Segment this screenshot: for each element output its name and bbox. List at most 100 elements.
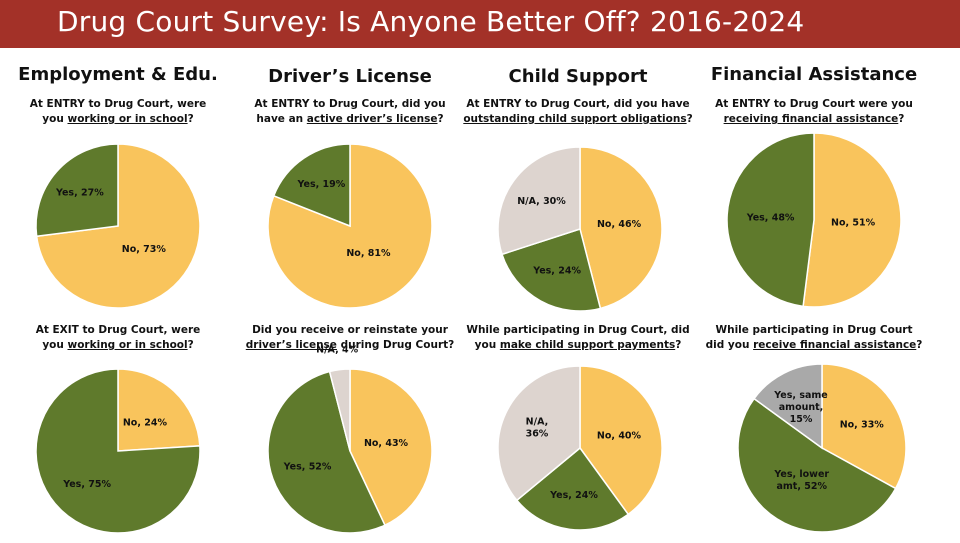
pie-6-slice-1: [579, 365, 663, 516]
pie-chart-8: No, 33% Yes, lower amt, 52% Yes, same amount…: [737, 363, 907, 533]
question-suffix: ?: [187, 339, 194, 351]
question-line-1: At EXIT to Drug Court, were: [35, 324, 201, 336]
question-line-1: At ENTRY to Drug Court were you: [715, 98, 913, 110]
slice-label-line: No, 73%: [122, 244, 167, 255]
pie-5-slice-label-1: No, 46%: [597, 219, 642, 230]
pie-chart-2: No, 24% Yes, 75%: [35, 368, 201, 534]
slice-label-line: amt, 52%: [776, 481, 827, 492]
question-prefix: have an: [256, 113, 307, 125]
question-line-1: While participating in Drug Court: [715, 324, 913, 336]
title-banner: Drug Court Survey: Is Anyone Better Off?…: [0, 0, 960, 48]
pie-4-slice-label-2: Yes, 52%: [283, 461, 332, 472]
pie-7-slice-label-2: Yes, 48%: [746, 212, 795, 223]
pie-chart-1: No, 73% Yes, 27%: [35, 143, 201, 309]
slice-label-line: amount,: [779, 402, 824, 413]
question-underlined-term: active driver’s license: [306, 113, 438, 125]
page-title: Drug Court Survey: Is Anyone Better Off?…: [57, 5, 805, 38]
pie-chart-4: No, 43% Yes, 52% N/A, 4%: [267, 344, 433, 534]
pie-6-question: While participating in Drug Court, did yo…: [466, 323, 689, 353]
question-underlined-term: working or in school: [67, 113, 188, 125]
question-suffix: ?: [898, 113, 905, 125]
question-line-2: driver’s license during Drug Court?: [246, 338, 454, 353]
question-line-1: At ENTRY to Drug Court, did you have: [466, 98, 690, 110]
slice-label-line: Yes, 24%: [532, 266, 581, 277]
slice-label-line: No, 33%: [840, 419, 885, 430]
pie-7-slice-1: [802, 132, 902, 308]
pie-2-slice-label-1: No, 24%: [123, 417, 168, 428]
pie-8-question: While participating in Drug Court did you…: [706, 323, 923, 353]
pie-chart-3: No, 81% Yes, 19%: [267, 143, 433, 309]
question-line-2: you working or in school?: [36, 338, 201, 353]
pie-5-slice-1: [579, 146, 663, 310]
question-underlined-term: working or in school: [67, 339, 188, 351]
pie-8-slice-label-2: Yes, lower amt, 52%: [773, 469, 829, 492]
slice-label-line: Yes, 75%: [62, 479, 111, 490]
pie-1-question: At ENTRY to Drug Court, were you working …: [30, 97, 206, 127]
pie-8-slice-1: [821, 363, 907, 490]
question-underlined-term: driver’s license: [245, 339, 337, 351]
question-underlined-term: make child support payments: [499, 339, 676, 351]
pie-8-slice-2: [737, 397, 897, 533]
slice-label-line: Yes, same: [773, 390, 827, 401]
pie-4-question: Did you receive or reinstate your driver’…: [246, 323, 454, 353]
pie-chart-6: No, 40% Yes, 24% N/A, 36%: [497, 365, 663, 531]
pie-5-question: At ENTRY to Drug Court, did you have outs…: [463, 97, 692, 127]
pie-6-slice-label-1: No, 40%: [597, 430, 642, 441]
column-title-financial-assistance: Financial Assistance: [710, 64, 918, 85]
pie-7-slice-label-1: No, 51%: [831, 217, 876, 228]
pie-3-slice-2: [272, 143, 351, 228]
question-line-1: While participating in Drug Court, did: [466, 324, 690, 336]
slice-label-line: No, 24%: [123, 417, 168, 428]
slice-label-line: No, 40%: [597, 430, 642, 441]
question-suffix: during Drug Court?: [336, 339, 455, 351]
question-prefix: you: [474, 339, 500, 351]
slice-label-line: N/A, 30%: [517, 196, 566, 207]
question-suffix: ?: [916, 339, 923, 351]
question-line-2: have an active driver’s license?: [254, 112, 445, 127]
slice-label-line: Yes, 19%: [297, 179, 346, 190]
slice-label-line: N/A, 4%: [316, 344, 358, 355]
slice-label-line: Yes, lower: [773, 469, 829, 480]
question-line-2: you working or in school?: [30, 112, 206, 127]
pie-5-slice-3: [497, 146, 581, 256]
column-title-drivers-license: Driver’s License: [268, 66, 432, 87]
pie-5-slice-label-3: N/A, 30%: [517, 196, 566, 207]
pie-6-slice-2: [515, 446, 630, 531]
pie-4-slice-1: [349, 368, 433, 527]
question-line-1: At ENTRY to Drug Court, were: [29, 98, 207, 110]
pie-3-slice-label-2: Yes, 19%: [297, 179, 346, 190]
slice-label-line: No, 81%: [346, 248, 391, 259]
pie-5-slice-label-2: Yes, 24%: [532, 266, 581, 277]
pie-6-slice-3: [497, 365, 581, 502]
slice-label-line: Yes, 48%: [746, 212, 795, 223]
slice-label-line: 36%: [526, 429, 549, 440]
slice-label-line: 15%: [790, 414, 813, 425]
pie-1-slice-label-1: No, 73%: [122, 244, 167, 255]
pie-5-slice-2: [501, 228, 602, 312]
pie-4-slice-2: [267, 370, 386, 534]
slice-label-line: N/A,: [526, 417, 549, 428]
question-line-1: Did you receive or reinstate your: [252, 324, 448, 336]
question-suffix: ?: [675, 339, 682, 351]
pie-8-slice-label-3: Yes, same amount, 15%: [773, 390, 827, 425]
pie-6-slice-label-2: Yes, 24%: [549, 490, 598, 501]
pie-2-slice-2: [35, 368, 201, 534]
pie-1-slice-2: [35, 143, 119, 238]
slice-label-line: No, 51%: [831, 217, 876, 228]
question-prefix: you: [42, 113, 68, 125]
pie-2-slice-label-2: Yes, 75%: [62, 479, 111, 490]
question-underlined-term: receive financial assistance: [753, 339, 917, 351]
pie-1-slice-label-2: Yes, 27%: [55, 187, 104, 198]
pie-8-slice-3: [752, 363, 823, 450]
question-suffix: ?: [686, 113, 693, 125]
slice-label-line: Yes, 27%: [55, 187, 104, 198]
question-suffix: ?: [187, 113, 194, 125]
column-title-child-support: Child Support: [508, 66, 648, 87]
pie-8-slice-label-1: No, 33%: [840, 419, 885, 430]
question-line-2: did you receive financial assistance?: [706, 338, 923, 353]
pie-4-slice-3: [328, 368, 351, 452]
question-underlined-term: receiving financial assistance: [723, 113, 899, 125]
slice-label-line: No, 46%: [597, 219, 642, 230]
pie-4-slice-label-3: N/A, 4%: [316, 344, 358, 355]
pie-2-question: At EXIT to Drug Court, were you working o…: [36, 323, 201, 353]
